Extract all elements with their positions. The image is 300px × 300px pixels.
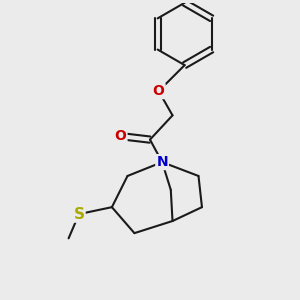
Text: O: O — [115, 129, 127, 143]
Text: O: O — [153, 84, 165, 98]
Text: S: S — [74, 207, 85, 222]
Text: N: N — [156, 155, 168, 169]
